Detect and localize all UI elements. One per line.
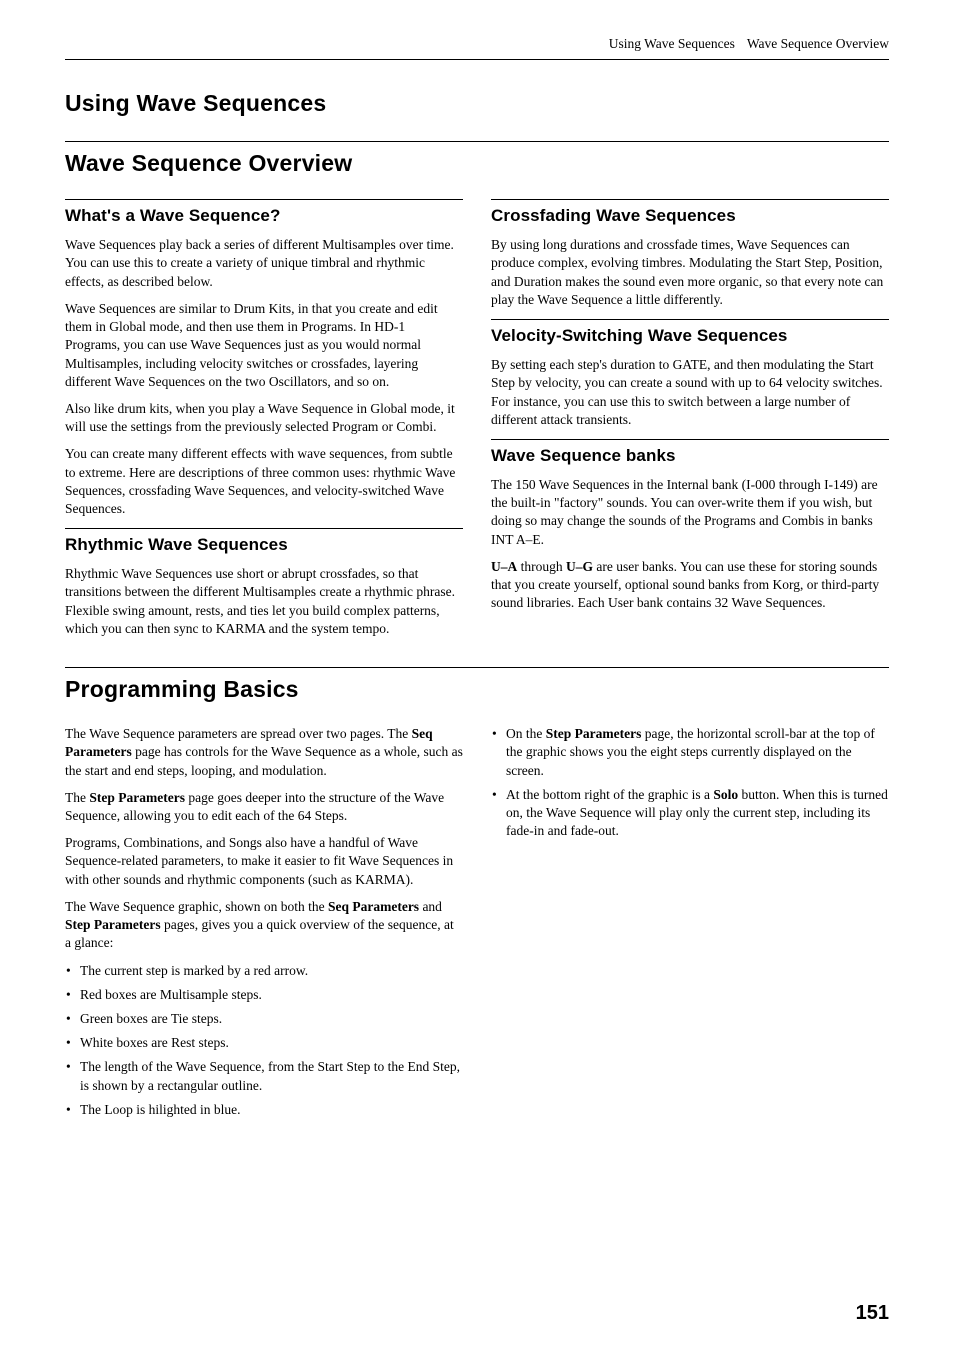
bold-text: Step Parameters [89, 790, 185, 805]
body-text: Wave Sequences play back a series of dif… [65, 236, 463, 291]
list-item: The Loop is hilighted in blue. [65, 1101, 463, 1119]
running-head: Using Wave Sequences Wave Sequence Overvi… [65, 35, 889, 60]
overview-left-col: What's a Wave Sequence? Wave Sequences p… [65, 199, 463, 647]
heading-crossfading: Crossfading Wave Sequences [491, 199, 889, 228]
list-item: At the bottom right of the graphic is a … [491, 786, 889, 841]
bold-text: Step Parameters [546, 726, 642, 741]
chapter-title: Using Wave Sequences [65, 88, 889, 119]
page-number: 151 [856, 1300, 889, 1327]
programming-columns: The Wave Sequence parameters are spread … [65, 725, 889, 1128]
inline-text: and [419, 899, 442, 914]
body-text: The Wave Sequence graphic, shown on both… [65, 898, 463, 953]
programming-right-col: On the Step Parameters page, the horizon… [491, 725, 889, 1128]
body-text: You can create many different effects wi… [65, 445, 463, 518]
list-item: On the Step Parameters page, the horizon… [491, 725, 889, 780]
heading-velocity: Velocity-Switching Wave Sequences [491, 319, 889, 348]
body-text: Wave Sequences are similar to Drum Kits,… [65, 300, 463, 391]
bold-text: U–A [491, 559, 517, 574]
bold-text: Step Parameters [65, 917, 161, 932]
running-head-right: Wave Sequence Overview [747, 36, 889, 51]
bold-text: Solo [713, 787, 738, 802]
body-text: By using long durations and crossfade ti… [491, 236, 889, 309]
inline-text: At the bottom right of the graphic is a [506, 787, 713, 802]
bullet-list: The current step is marked by a red arro… [65, 962, 463, 1120]
inline-text: On the [506, 726, 546, 741]
inline-text: The Wave Sequence parameters are spread … [65, 726, 412, 741]
body-text: Rhythmic Wave Sequences use short or abr… [65, 565, 463, 638]
bold-text: U–G [566, 559, 593, 574]
overview-columns: What's a Wave Sequence? Wave Sequences p… [65, 199, 889, 647]
inline-text: The Wave Sequence graphic, shown on both… [65, 899, 328, 914]
heading-rhythmic: Rhythmic Wave Sequences [65, 528, 463, 557]
body-text: Also like drum kits, when you play a Wav… [65, 400, 463, 436]
list-item: Green boxes are Tie steps. [65, 1010, 463, 1028]
section-overview-title: Wave Sequence Overview [65, 141, 889, 179]
heading-whats-wave-seq: What's a Wave Sequence? [65, 199, 463, 228]
body-text: Programs, Combinations, and Songs also h… [65, 834, 463, 889]
bold-text: Seq Parameters [328, 899, 419, 914]
heading-banks: Wave Sequence banks [491, 439, 889, 468]
list-item: White boxes are Rest steps. [65, 1034, 463, 1052]
list-item: Red boxes are Multisample steps. [65, 986, 463, 1004]
body-text: The 150 Wave Sequences in the Internal b… [491, 476, 889, 549]
programming-left-col: The Wave Sequence parameters are spread … [65, 725, 463, 1128]
overview-right-col: Crossfading Wave Sequences By using long… [491, 199, 889, 647]
list-item: The current step is marked by a red arro… [65, 962, 463, 980]
section-programming-title: Programming Basics [65, 667, 889, 705]
bullet-list: On the Step Parameters page, the horizon… [491, 725, 889, 840]
body-text: U–A through U–G are user banks. You can … [491, 558, 889, 613]
body-text: By setting each step's duration to GATE,… [491, 356, 889, 429]
body-text: The Step Parameters page goes deeper int… [65, 789, 463, 825]
inline-text: The [65, 790, 89, 805]
list-item: The length of the Wave Sequence, from th… [65, 1058, 463, 1094]
inline-text: through [517, 559, 566, 574]
body-text: The Wave Sequence parameters are spread … [65, 725, 463, 780]
running-head-left: Using Wave Sequences [609, 36, 735, 51]
